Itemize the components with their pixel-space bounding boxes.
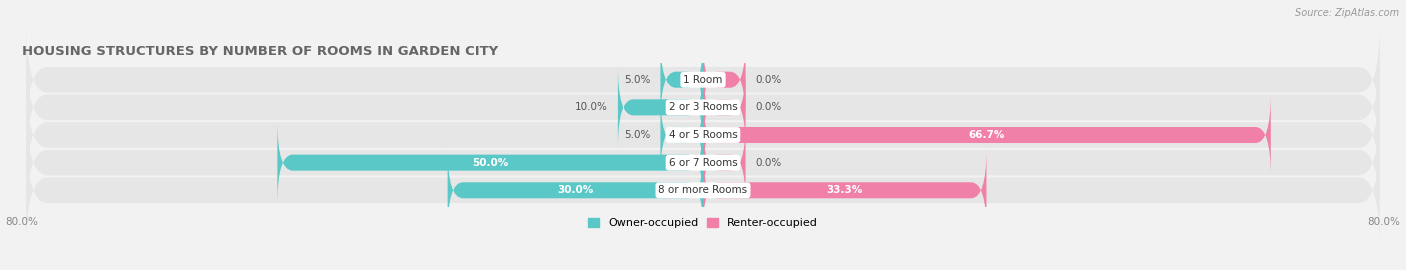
Text: 10.0%: 10.0% xyxy=(575,102,607,112)
Text: 8 or more Rooms: 8 or more Rooms xyxy=(658,185,748,195)
FancyBboxPatch shape xyxy=(703,121,745,204)
FancyBboxPatch shape xyxy=(661,93,703,177)
Text: 0.0%: 0.0% xyxy=(756,75,782,85)
FancyBboxPatch shape xyxy=(617,66,703,149)
FancyBboxPatch shape xyxy=(703,148,987,232)
FancyBboxPatch shape xyxy=(703,38,745,122)
Text: 5.0%: 5.0% xyxy=(624,130,650,140)
FancyBboxPatch shape xyxy=(447,148,703,232)
Text: 0.0%: 0.0% xyxy=(756,158,782,168)
FancyBboxPatch shape xyxy=(27,51,1379,164)
Text: HOUSING STRUCTURES BY NUMBER OF ROOMS IN GARDEN CITY: HOUSING STRUCTURES BY NUMBER OF ROOMS IN… xyxy=(22,45,498,58)
Text: 2 or 3 Rooms: 2 or 3 Rooms xyxy=(669,102,737,112)
Text: Source: ZipAtlas.com: Source: ZipAtlas.com xyxy=(1295,8,1399,18)
FancyBboxPatch shape xyxy=(703,93,1271,177)
Text: 30.0%: 30.0% xyxy=(557,185,593,195)
Text: 66.7%: 66.7% xyxy=(969,130,1005,140)
FancyBboxPatch shape xyxy=(703,66,745,149)
FancyBboxPatch shape xyxy=(27,79,1379,191)
FancyBboxPatch shape xyxy=(27,106,1379,219)
FancyBboxPatch shape xyxy=(661,38,703,122)
FancyBboxPatch shape xyxy=(27,134,1379,247)
FancyBboxPatch shape xyxy=(27,23,1379,136)
Legend: Owner-occupied, Renter-occupied: Owner-occupied, Renter-occupied xyxy=(583,214,823,233)
Text: 1 Room: 1 Room xyxy=(683,75,723,85)
Text: 5.0%: 5.0% xyxy=(624,75,650,85)
Text: 33.3%: 33.3% xyxy=(827,185,863,195)
Text: 4 or 5 Rooms: 4 or 5 Rooms xyxy=(669,130,737,140)
Text: 0.0%: 0.0% xyxy=(756,102,782,112)
Text: 6 or 7 Rooms: 6 or 7 Rooms xyxy=(669,158,737,168)
Text: 50.0%: 50.0% xyxy=(472,158,509,168)
FancyBboxPatch shape xyxy=(277,121,703,204)
